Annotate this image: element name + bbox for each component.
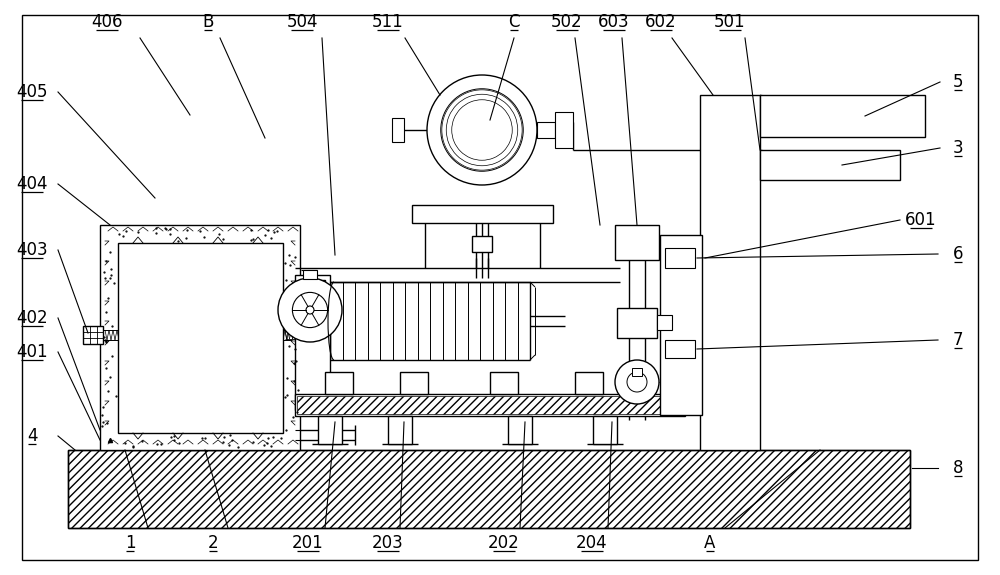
- Text: A: A: [704, 534, 716, 552]
- Bar: [392, 118, 404, 142]
- Text: 403: 403: [16, 241, 48, 259]
- Bar: [665, 340, 695, 358]
- Bar: [295, 275, 330, 410]
- Bar: [665, 248, 695, 268]
- Bar: [657, 315, 672, 330]
- Bar: [400, 372, 428, 394]
- Bar: [660, 235, 702, 415]
- Text: 2: 2: [208, 534, 218, 552]
- Bar: [318, 416, 342, 444]
- Text: 502: 502: [551, 13, 583, 31]
- Bar: [100, 225, 300, 450]
- Circle shape: [427, 75, 537, 185]
- Circle shape: [278, 278, 342, 342]
- Bar: [760, 95, 925, 137]
- Text: 401: 401: [16, 343, 48, 361]
- Bar: [412, 205, 553, 223]
- Bar: [300, 280, 325, 335]
- Text: 406: 406: [91, 13, 123, 31]
- Bar: [303, 270, 317, 279]
- Bar: [617, 308, 657, 338]
- Bar: [537, 122, 555, 138]
- Text: 405: 405: [16, 83, 48, 101]
- Circle shape: [306, 306, 314, 314]
- Text: 601: 601: [905, 211, 937, 229]
- Bar: [118, 243, 283, 433]
- Text: 202: 202: [488, 534, 520, 552]
- Text: 404: 404: [16, 175, 48, 193]
- Text: 511: 511: [372, 13, 404, 31]
- Text: 504: 504: [286, 13, 318, 31]
- Bar: [760, 150, 900, 180]
- Text: 7: 7: [953, 331, 963, 349]
- Text: 603: 603: [598, 13, 630, 31]
- Text: 6: 6: [953, 245, 963, 263]
- Bar: [325, 372, 353, 394]
- Text: C: C: [508, 13, 520, 31]
- Text: 3: 3: [953, 139, 963, 157]
- Bar: [388, 416, 412, 444]
- Text: 4: 4: [27, 427, 37, 445]
- Bar: [508, 416, 532, 444]
- Text: B: B: [202, 13, 214, 31]
- Bar: [632, 368, 642, 376]
- Circle shape: [615, 360, 659, 404]
- Text: 602: 602: [645, 13, 677, 31]
- Text: 8: 8: [953, 459, 963, 477]
- Bar: [575, 372, 603, 394]
- Text: 402: 402: [16, 309, 48, 327]
- Bar: [593, 416, 617, 444]
- Bar: [615, 225, 659, 260]
- Circle shape: [627, 372, 647, 392]
- Bar: [297, 396, 683, 414]
- Text: 204: 204: [576, 534, 608, 552]
- Text: 501: 501: [714, 13, 746, 31]
- Bar: [68, 450, 910, 528]
- Text: 1: 1: [125, 534, 135, 552]
- Text: 201: 201: [292, 534, 324, 552]
- Bar: [295, 394, 685, 416]
- Text: 5: 5: [953, 73, 963, 91]
- Bar: [555, 112, 573, 148]
- Circle shape: [292, 293, 328, 328]
- Bar: [472, 236, 492, 252]
- Bar: [490, 372, 518, 394]
- Text: 203: 203: [372, 534, 404, 552]
- Bar: [83, 326, 103, 344]
- Circle shape: [441, 89, 523, 171]
- Bar: [700, 95, 760, 450]
